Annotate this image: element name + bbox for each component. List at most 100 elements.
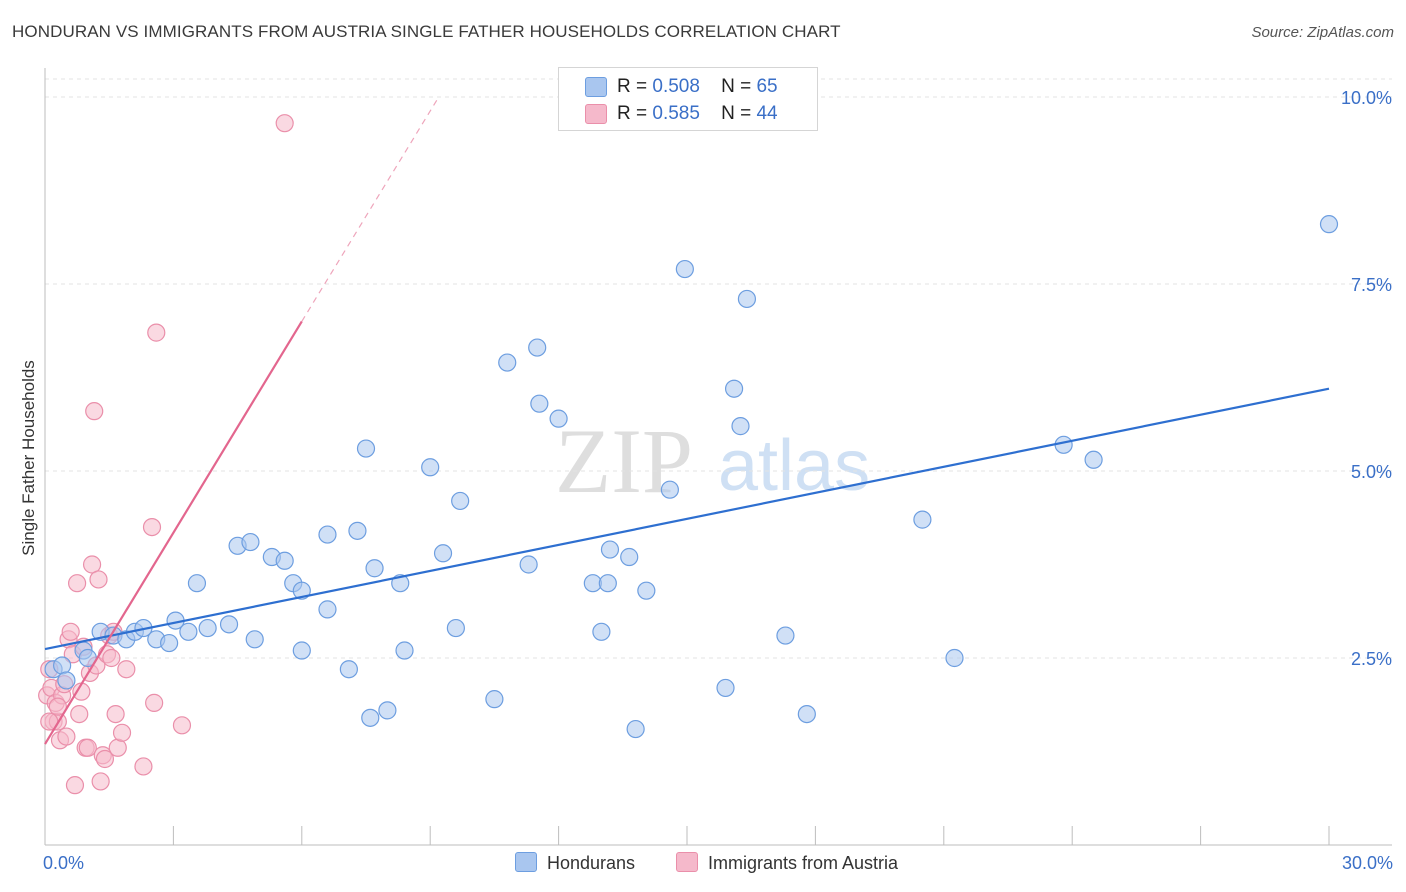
austria-point (108, 738, 127, 757)
honduran-point (179, 622, 198, 641)
austria-point (106, 704, 125, 724)
honduran-point (660, 480, 679, 499)
y-tick-label: 5.0% (1351, 462, 1392, 482)
honduran-point (160, 633, 179, 653)
honduran-point (275, 551, 294, 570)
honduran-point (592, 622, 611, 641)
austria-trend-extension (301, 96, 440, 322)
honduran-point (451, 491, 470, 511)
honduran-point (339, 660, 358, 679)
austria-point (142, 517, 162, 537)
honduran-point (498, 353, 517, 372)
austria-point (65, 776, 85, 795)
honduran-point (731, 417, 750, 436)
honduran-point (292, 641, 311, 660)
honduran-point (53, 656, 72, 675)
honduran-point (724, 379, 744, 398)
austria-point (61, 622, 80, 641)
honduran-point (797, 704, 816, 724)
y-tick-label: 10.0% (1341, 88, 1392, 108)
austria-point (48, 697, 67, 716)
honduran-point (395, 641, 414, 660)
legend-n-value: 65 (756, 76, 778, 97)
austria-point (70, 704, 89, 724)
bottom-legend-swatch-blue (515, 852, 537, 872)
legend-r-label: R = (617, 103, 648, 124)
honduran-point (675, 259, 694, 279)
honduran-point (57, 671, 76, 690)
austria-point (78, 738, 97, 757)
austria-point (89, 570, 108, 589)
austria-point (117, 660, 136, 679)
bottom-legend-label-hondurans: Hondurans (547, 853, 636, 873)
austria-point (172, 716, 192, 735)
honduran-point (421, 458, 440, 477)
honduran-point (198, 618, 217, 638)
austria-point (112, 723, 132, 742)
honduran-point (530, 394, 549, 413)
honduran-trend-line (44, 387, 1330, 651)
legend-r-value: 0.585 (652, 103, 700, 124)
bottom-legend-hondurans: Hondurans (515, 852, 635, 874)
honduran-point (356, 439, 376, 458)
honduran-point (1319, 215, 1339, 234)
y-tick-label: 2.5% (1351, 649, 1392, 669)
honduran-point (318, 525, 337, 544)
honduran-point (378, 701, 397, 720)
bottom-legend-label-austria: Immigrants from Austria (708, 853, 899, 873)
legend-r-value: 0.508 (652, 76, 700, 97)
honduran-point (549, 409, 568, 428)
source-label: Source: ZipAtlas.com (1251, 24, 1394, 41)
legend-n-label: N = (721, 76, 752, 97)
honduran-point (598, 574, 617, 593)
austria-point (57, 727, 76, 746)
honduran-point (365, 559, 384, 578)
honduran-point (626, 719, 645, 739)
honduran-point (519, 555, 538, 574)
legend-swatch-blue (585, 77, 607, 97)
chart-title: HONDURAN VS IMMIGRANTS FROM AUSTRIA SING… (12, 22, 841, 41)
honduran-point (1084, 450, 1103, 469)
honduran-point (292, 581, 311, 600)
honduran-point (716, 678, 735, 698)
x-tick-label-min: 0.0% (43, 853, 84, 873)
honduran-point (637, 581, 656, 600)
honduran-point (187, 574, 207, 593)
austria-point (275, 114, 294, 133)
honduran-point (528, 338, 547, 357)
honduran-point (241, 532, 260, 552)
honduran-point (485, 690, 504, 709)
legend-r-label: R = (617, 76, 648, 97)
bottom-legend-swatch-pink (676, 852, 698, 872)
austria-trend-line (44, 320, 303, 745)
watermark-atlas: atlas (718, 426, 870, 506)
honduran-point (776, 626, 795, 645)
austria-point (102, 648, 121, 668)
austria-point (147, 323, 166, 342)
legend-n-label: N = (721, 103, 752, 124)
honduran-point (433, 544, 453, 563)
honduran-point (945, 648, 964, 668)
y-tick-label: 7.5% (1351, 275, 1392, 295)
austria-point (85, 402, 104, 421)
honduran-point (318, 600, 337, 619)
honduran-point (245, 630, 264, 649)
honduran-point (620, 547, 639, 567)
austria-point (67, 574, 87, 593)
bottom-legend-austria: Immigrants from Austria (676, 852, 898, 874)
austria-point (82, 555, 102, 574)
honduran-point (913, 510, 932, 529)
x-tick-label-max: 30.0% (1342, 853, 1393, 873)
legend-swatch-pink (585, 104, 607, 124)
honduran-point (348, 521, 367, 540)
stats-legend: R = 0.508 N = 65 R = 0.585 N = 44 (558, 67, 818, 131)
y-axis-label: Single Father Households (19, 360, 38, 556)
austria-point (95, 749, 115, 769)
honduran-point (219, 615, 239, 634)
honduran-point (446, 618, 465, 638)
honduran-point (361, 708, 380, 727)
austria-point (134, 757, 153, 776)
legend-n-value: 44 (756, 103, 778, 124)
austria-point (145, 693, 164, 712)
